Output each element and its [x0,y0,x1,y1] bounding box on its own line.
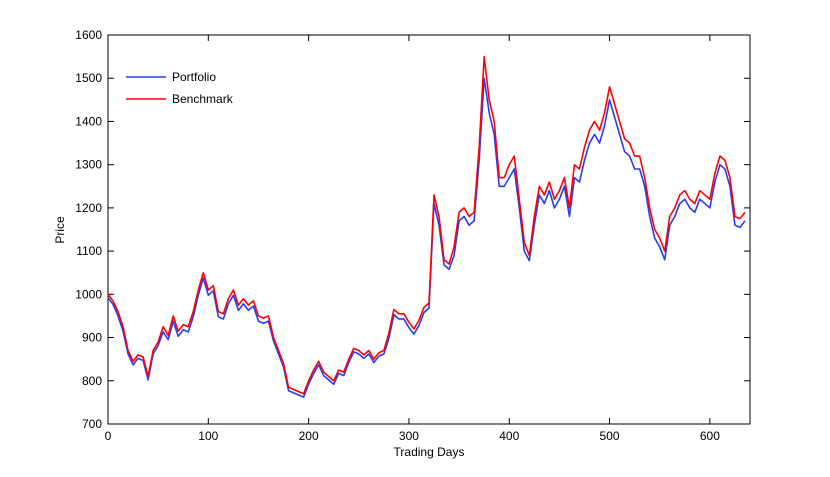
y-tick-label: 900 [82,331,102,345]
x-tick-label: 600 [700,429,720,443]
y-tick-label: 700 [82,417,102,431]
x-tick-label: 0 [105,429,112,443]
y-axis-label: Price [53,216,67,244]
y-tick-label: 1100 [76,244,102,258]
x-axis-label: Trading Days [394,445,465,459]
x-tick-label: 100 [198,429,218,443]
line [107,55,746,395]
line [107,77,746,398]
y-tick-label: 1400 [75,114,102,128]
x-tick-label: 500 [600,429,620,443]
y-tick-label: 1000 [75,287,102,301]
y-tick-label: 1300 [75,158,102,172]
y-tick-label: 1500 [75,71,102,85]
y-tick-label: 1600 [75,28,102,42]
x-tick-label: 200 [299,429,319,443]
legend-label: Benchmark [172,92,234,106]
y-tick-label: 800 [82,374,102,388]
x-tick-label: 300 [399,429,419,443]
x-tick-label: 400 [499,429,519,443]
y-tick-label: 1200 [75,201,102,215]
legend-label: Portfolio [172,70,216,84]
plot-box [107,34,751,425]
